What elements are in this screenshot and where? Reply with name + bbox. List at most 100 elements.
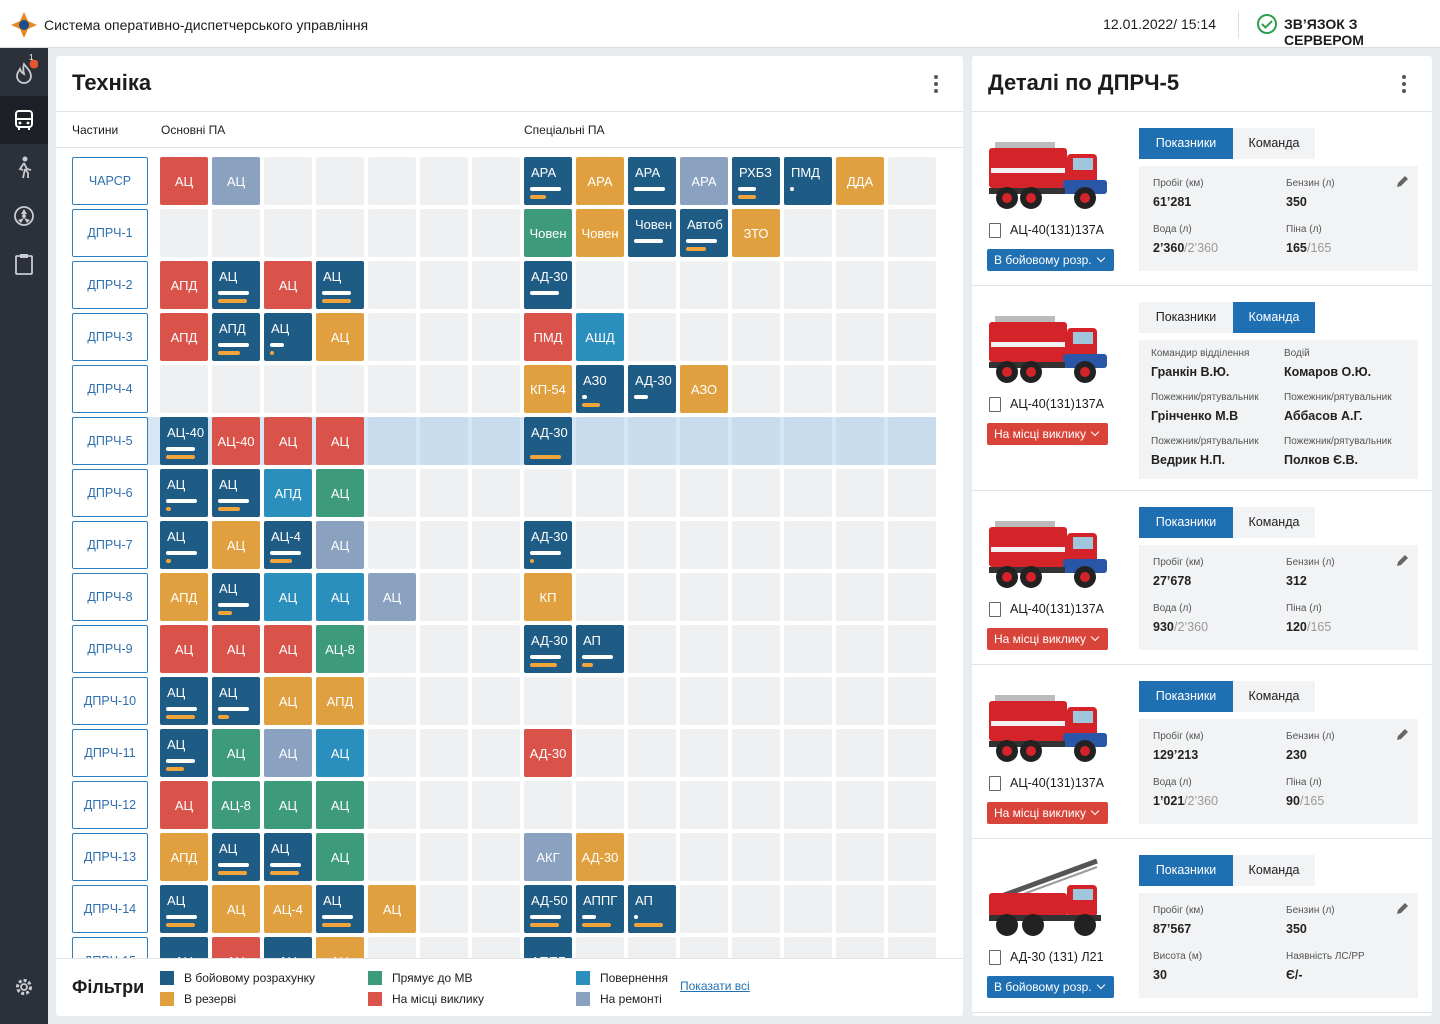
vehicle-tile[interactable]: АЦ — [160, 625, 208, 673]
vehicle-tile[interactable]: АЦ — [212, 885, 260, 933]
unit-button[interactable]: ДПРЧ-12 — [72, 781, 148, 829]
vehicle-tile[interactable]: АРА — [576, 157, 624, 205]
tab[interactable]: Команда — [1233, 302, 1315, 333]
vehicle-tile[interactable]: АЦ — [212, 833, 260, 881]
vehicle-tile[interactable]: АЦ — [212, 157, 260, 205]
tab[interactable]: Команда — [1233, 507, 1315, 538]
vehicle-tile[interactable]: АЦ — [264, 677, 312, 725]
vehicle-tile[interactable]: АЦ — [264, 625, 312, 673]
unit-button[interactable]: ДПРЧ-6 — [72, 469, 148, 517]
tab[interactable]: Команда — [1233, 681, 1315, 712]
vehicle-tile[interactable]: АЦ — [212, 261, 260, 309]
vehicle-tile[interactable]: АД-30 — [524, 729, 572, 777]
vehicle-tile[interactable]: РХБЗ — [732, 157, 780, 205]
nav-hazard[interactable] — [13, 205, 35, 227]
legend-swatch[interactable] — [368, 971, 382, 985]
tab[interactable]: Показники — [1139, 855, 1233, 886]
unit-button[interactable]: ДПРЧ-9 — [72, 625, 148, 673]
vehicle-tile[interactable]: АЦ — [316, 937, 364, 958]
vehicle-tile[interactable]: АПД — [160, 261, 208, 309]
vehicle-tile[interactable]: АЦ — [316, 313, 364, 361]
vehicle-tile[interactable]: АЦ — [160, 729, 208, 777]
vehicle-tile[interactable]: АЦ — [212, 573, 260, 621]
vehicle-tile[interactable]: АЦ — [212, 521, 260, 569]
nav-active[interactable] — [0, 96, 48, 144]
vehicle-tile[interactable]: АЦ — [160, 157, 208, 205]
legend-swatch[interactable] — [576, 992, 590, 1006]
tab[interactable]: Показники — [1139, 681, 1233, 712]
vehicle-tile[interactable]: АД-30 — [524, 625, 572, 673]
vehicle-tile[interactable]: АЦ — [316, 417, 364, 465]
nav-clipboard[interactable] — [14, 252, 34, 276]
vehicle-tile[interactable]: АЦ — [264, 417, 312, 465]
vehicle-tile[interactable]: АЦ — [316, 469, 364, 517]
vehicle-tile[interactable]: АПД — [160, 833, 208, 881]
vehicle-tile[interactable]: АШД — [576, 313, 624, 361]
unit-button[interactable]: ЧАРСР — [72, 157, 148, 205]
vehicle-tile[interactable]: ПМД — [784, 157, 832, 205]
status-button[interactable]: На місці виклику — [987, 423, 1109, 445]
edit-icon[interactable] — [1395, 902, 1409, 916]
nav-settings[interactable] — [13, 976, 35, 998]
tab[interactable]: Показники — [1139, 507, 1233, 538]
vehicle-tile[interactable]: АЦ — [160, 937, 208, 958]
vehicle-tile[interactable]: АЦ — [160, 469, 208, 517]
unit-button[interactable]: ДПРЧ-2 — [72, 261, 148, 309]
menu[interactable] — [1398, 74, 1410, 94]
vehicle-tile[interactable]: КП-54 — [524, 365, 572, 413]
vehicle-tile[interactable]: АЦ — [316, 729, 364, 777]
vehicle-tile[interactable]: АРА — [680, 157, 728, 205]
unit-button[interactable]: ДПРЧ-7 — [72, 521, 148, 569]
unit-button[interactable]: ДПРЧ-4 — [72, 365, 148, 413]
vehicle-tile[interactable]: Човен — [576, 209, 624, 257]
unit-button[interactable]: ДПРЧ-1 — [72, 209, 148, 257]
vehicle-tile[interactable]: АЦ — [264, 573, 312, 621]
vehicle-tile[interactable]: ПМД — [524, 313, 572, 361]
vehicle-tile[interactable]: АЦ — [160, 521, 208, 569]
vehicle-tile[interactable]: АЦ — [368, 885, 416, 933]
vehicle-tile[interactable]: АЦ — [212, 937, 260, 958]
vehicle-tile[interactable]: АРА — [524, 157, 572, 205]
vehicle-tile[interactable]: АПД — [160, 313, 208, 361]
legend-swatch[interactable] — [576, 971, 590, 985]
vehicle-tile[interactable]: АД-50 — [524, 885, 572, 933]
vehicle-tile[interactable]: АЦ — [212, 625, 260, 673]
tab[interactable]: Показники — [1139, 128, 1233, 159]
vehicle-tile[interactable]: АЦ-40 — [160, 417, 208, 465]
vehicle-tile[interactable]: АППГ — [524, 937, 572, 958]
tab[interactable]: Показники — [1139, 302, 1233, 333]
status-button[interactable]: В бойовому розр. — [987, 249, 1114, 271]
vehicle-tile[interactable]: АПД — [212, 313, 260, 361]
vehicle-tile[interactable]: АЦ-40 — [212, 417, 260, 465]
vehicle-tile[interactable]: АЦ — [160, 677, 208, 725]
tab[interactable]: Команда — [1233, 855, 1315, 886]
vehicle-tile[interactable]: АПД — [264, 469, 312, 517]
unit-button[interactable]: ДПРЧ-5 — [72, 417, 148, 465]
legend-swatch[interactable] — [368, 992, 382, 1006]
vehicle-tile[interactable]: АППГ — [576, 885, 624, 933]
vehicle-tile[interactable]: Човен — [524, 209, 572, 257]
vehicle-tile[interactable]: АЦ — [316, 521, 364, 569]
vehicle-tile[interactable]: АЦ — [264, 781, 312, 829]
vehicle-tile[interactable]: АЦ — [212, 677, 260, 725]
unit-button[interactable]: ДПРЧ-13 — [72, 833, 148, 881]
vehicle-tile[interactable]: АЦ-8 — [212, 781, 260, 829]
vehicle-tile[interactable]: АЦ-4 — [264, 521, 312, 569]
vehicle-tile[interactable]: АЦ-8 — [316, 625, 364, 673]
vehicle-tile[interactable]: АЦ — [316, 573, 364, 621]
vehicle-tile[interactable]: АЦ — [264, 833, 312, 881]
show-all-link[interactable]: Показати всі — [680, 979, 750, 993]
unit-button[interactable]: ДПРЧ-11 — [72, 729, 148, 777]
vehicle-tile[interactable]: АРА — [628, 157, 676, 205]
vehicle-tile[interactable]: АЦ — [264, 313, 312, 361]
status-button[interactable]: В бойовому розр. — [987, 976, 1114, 998]
vehicle-tile[interactable]: ЗТО — [732, 209, 780, 257]
vehicle-tile[interactable]: АЦ — [160, 781, 208, 829]
vehicle-tile[interactable]: ДДА — [836, 157, 884, 205]
legend-swatch[interactable] — [160, 992, 174, 1006]
vehicle-tile[interactable]: АЦ — [212, 729, 260, 777]
vehicle-tile[interactable]: АД-30 — [524, 261, 572, 309]
nav-fire[interactable] — [12, 60, 38, 86]
edit-icon[interactable] — [1395, 554, 1409, 568]
vehicle-tile[interactable]: Човен — [628, 209, 676, 257]
